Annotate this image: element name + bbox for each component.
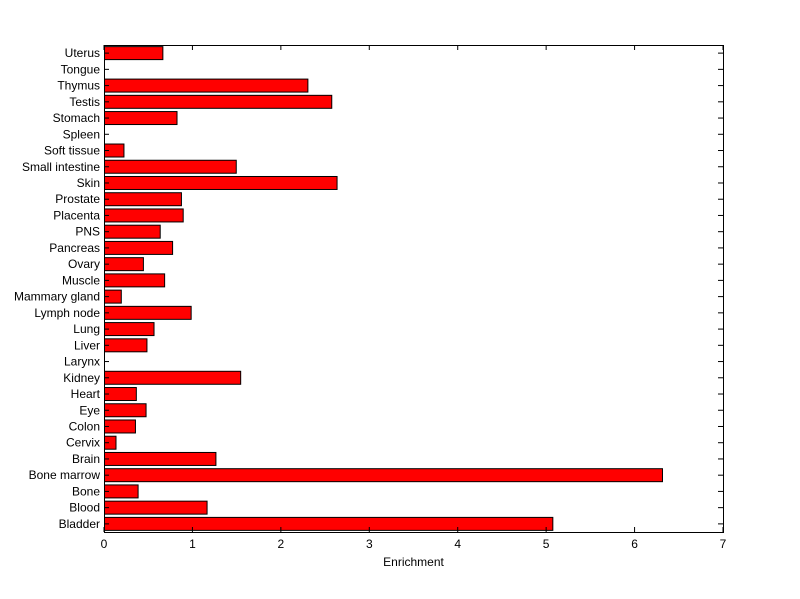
bar [104,78,309,93]
bar [104,175,338,190]
bar [104,46,164,61]
bar [104,208,184,223]
y-tick-label: Spleen [63,127,100,141]
y-tick-label: Cervix [66,436,100,450]
x-tick-labels: 0 1 2 3 4 5 6 7 [101,537,727,551]
bar [104,370,242,385]
y-tick-label: Placenta [53,208,100,222]
bar [104,484,139,499]
bar [104,94,333,109]
y-tick-label: Uterus [65,46,100,60]
x-tick-label: 6 [631,537,638,551]
y-tick-label: Ovary [68,257,100,271]
y-tick-label: Brain [72,452,100,466]
y-tick-label: Mammary gland [14,290,100,304]
y-tick-label: Testis [69,95,100,109]
y-tick-label: Bone marrow [29,468,101,482]
bar [104,338,148,353]
bar [104,240,174,255]
x-tick-label: 4 [454,537,461,551]
y-tick-label: Heart [71,387,101,401]
y-tick-label: Prostate [55,192,100,206]
y-tick-label: PNS [75,225,100,239]
x-tick-label: 0 [101,537,108,551]
bar [104,111,178,126]
y-tick-label: Thymus [57,79,100,93]
y-tick-label: Tongue [61,62,101,76]
bar [104,273,166,288]
bar [104,403,147,418]
bar [104,387,137,402]
x-tick-label: 1 [189,537,196,551]
y-tick-label: Lymph node [34,306,100,320]
x-tick-label: 5 [543,537,550,551]
y-tick-label: Muscle [62,273,100,287]
bar [104,516,554,531]
plot-frame [104,45,724,533]
y-tick-label: Eye [79,403,100,417]
y-tick-label: Soft tissue [44,144,100,158]
x-tick-label: 2 [278,537,285,551]
y-tick-label: Kidney [63,371,100,385]
x-tick-label: 3 [366,537,373,551]
y-tick-label: Bladder [59,517,100,531]
bar [104,322,155,337]
bar [104,159,237,174]
y-tick-label: Blood [69,501,100,515]
bar [104,500,208,515]
y-tick-label: Stomach [53,111,100,125]
y-tick-label: Pancreas [49,241,100,255]
y-tick-label: Larynx [64,355,100,369]
y-tick-labels: Bladder Blood Bone Bone marrow Brain Cervix Co… [14,46,101,531]
y-tick-label: Skin [77,176,100,190]
bars-group [104,46,663,531]
bar [104,257,144,272]
ticks-group [103,45,724,532]
x-axis-label: Enrichment [383,555,444,569]
y-tick-label: Small intestine [22,160,100,174]
y-tick-label: Colon [69,419,100,433]
bar [104,451,217,466]
bar [104,419,136,434]
y-tick-label: Lung [73,322,100,336]
bar [104,305,192,320]
y-tick-label: Liver [74,338,100,352]
bar [104,468,663,483]
bar [104,192,182,207]
y-tick-label: Bone [72,484,100,498]
bar [104,224,161,239]
x-tick-label: 7 [720,537,727,551]
